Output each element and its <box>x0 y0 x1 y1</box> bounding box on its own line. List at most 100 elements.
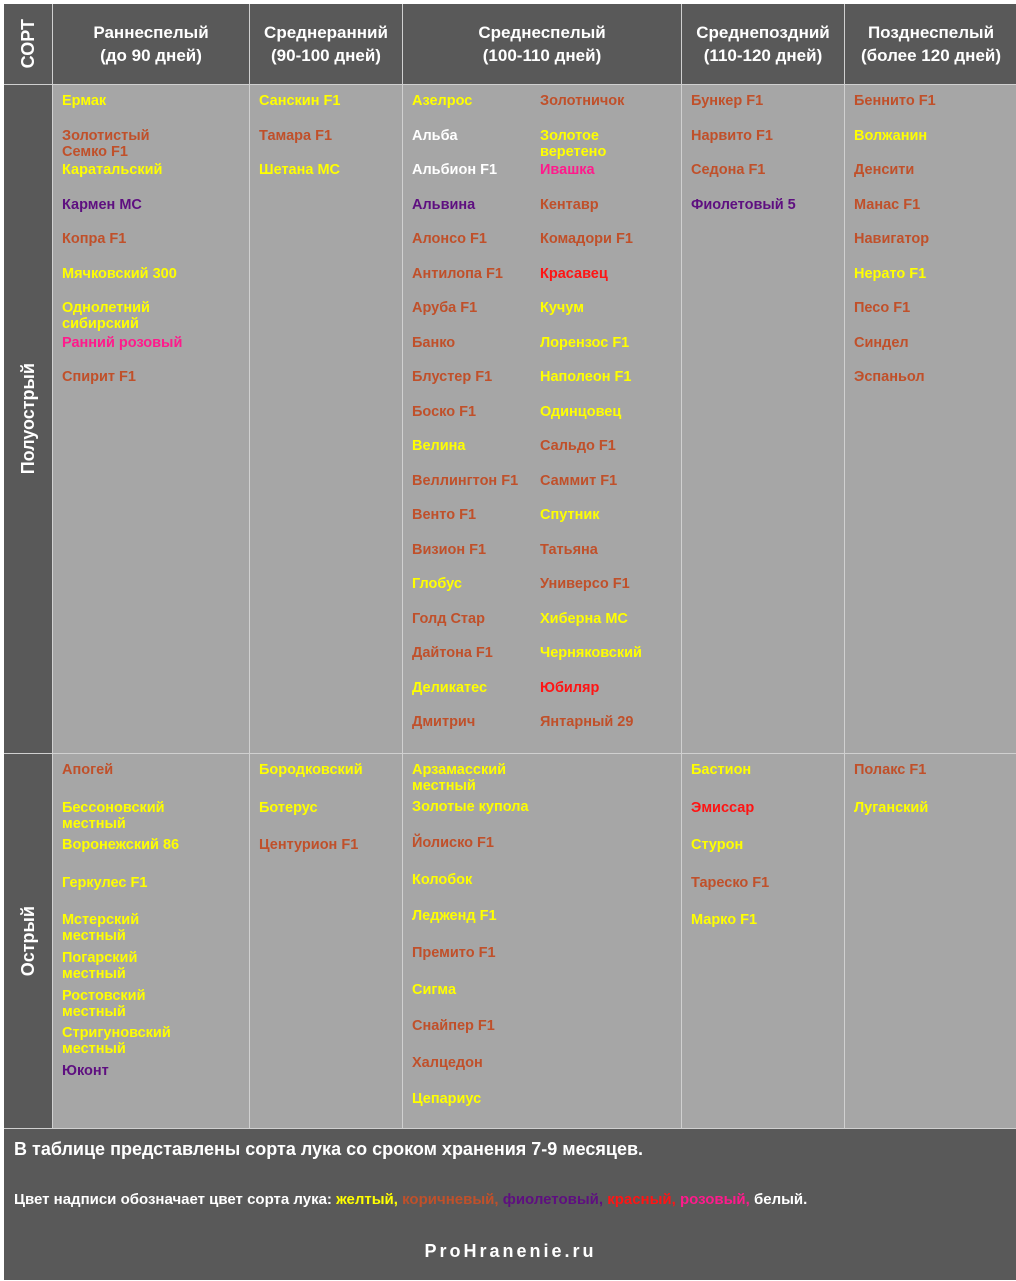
variety: Веллингтон F1 <box>412 472 519 489</box>
variety: Синдел <box>854 334 909 351</box>
sub-column: Бастион Эмиссар Стурон Тареско F1 Марко F1 <box>691 762 819 1128</box>
variety: Голд Стар <box>412 610 485 627</box>
column-name: Среднеспелый <box>478 23 606 42</box>
variety: Блустер F1 <box>412 369 493 385</box>
cell: Арзамасский местный Золотые купола Йолиско… <box>403 754 681 1128</box>
variety: Альбион F1 <box>412 162 498 178</box>
variety: Универсо F1 <box>540 576 630 592</box>
variety: Черняковский <box>540 645 642 661</box>
variety: Лорензос F1 <box>540 334 630 351</box>
variety: Юбиляр <box>540 679 600 696</box>
variety: Беннито F1 <box>854 93 936 109</box>
sub-column: Арзамасский местный Золотые купола Йолиско… <box>412 762 540 1128</box>
variety: Антилопа F1 <box>412 265 503 282</box>
variety: Дайтона F1 <box>412 645 493 661</box>
variety: Апогей <box>62 762 114 778</box>
variety: Татьяна <box>540 541 598 558</box>
legend-item: фиолетовый, <box>502 1191 604 1208</box>
variety: Боско F1 <box>412 403 477 420</box>
column-name: Среднеранний <box>264 23 388 42</box>
variety: Манас F1 <box>854 196 921 213</box>
variety: Геркулес F1 <box>62 874 148 891</box>
variety: Полакс F1 <box>854 762 927 778</box>
variety: Однолетний сибирский <box>62 300 150 332</box>
variety: Хиберна МС <box>540 610 628 627</box>
column-header: Позднеспелый (более 120 дней) <box>845 4 1016 84</box>
variety: Каратальский <box>62 162 163 178</box>
cell: Беннито F1 Волжанин Денсити Манас F1 Навигат… <box>845 85 1016 753</box>
variety: Волжанин <box>854 127 928 144</box>
column-header: Среднеспелый (100-110 дней) <box>403 4 681 84</box>
legend-item: розовый, <box>680 1191 750 1208</box>
column-period: (более 120 дней) <box>860 46 1002 65</box>
row-label: Полуострый <box>17 363 38 475</box>
variety: Ботерус <box>259 799 318 816</box>
variety: Золотистый Семко F1 <box>62 127 150 160</box>
variety: Дмитрич <box>412 714 476 730</box>
variety: Алонсо F1 <box>412 231 487 247</box>
variety: Азелрос <box>412 93 473 109</box>
variety: Сальдо F1 <box>540 438 616 454</box>
variety: Золотые купола <box>412 798 529 815</box>
variety: Красавец <box>540 265 608 282</box>
footer: В таблице представлены сорта лука со сро… <box>4 1129 1016 1280</box>
cell: Полакс F1 Луганский <box>845 754 1016 1128</box>
variety: Мячковский 300 <box>62 265 177 282</box>
column-name: Позднеспелый <box>867 23 995 42</box>
variety: Спутник <box>540 507 600 523</box>
variety: Одинцовец <box>540 403 622 420</box>
variety: Бессоновский местный <box>62 799 165 832</box>
cell: Бункер F1 Нарвито F1 Седона F1 Фиолетовый 5 <box>682 85 844 753</box>
variety: Золотничок <box>540 93 625 109</box>
variety: Ростовский местный <box>62 987 146 1020</box>
variety: Нерато F1 <box>854 265 927 282</box>
sub-column: Полакс F1 Луганский <box>854 762 982 1128</box>
variety: Снайпер F1 <box>412 1018 495 1035</box>
variety: Копра F1 <box>62 231 127 247</box>
sub-column: Бункер F1 Нарвито F1 Седона F1 Фиолетовый 5 <box>691 93 819 753</box>
variety: Бородковский <box>259 762 363 778</box>
variety: Визион F1 <box>412 541 487 558</box>
column-period: (до 90 дней) <box>100 46 202 65</box>
column-header: Среднеранний (90-100 дней) <box>250 4 402 84</box>
variety: Нарвито F1 <box>691 127 773 144</box>
variety: Эмиссар <box>691 799 755 816</box>
variety: Погарский местный <box>62 949 138 982</box>
variety: Цепариус <box>412 1091 482 1108</box>
variety: Деликатес <box>412 679 488 696</box>
column-period: (100-110 дней) <box>482 46 602 65</box>
legend-item: коричневый, <box>402 1191 499 1208</box>
variety: Стурон <box>691 837 744 854</box>
variety: Санскин F1 <box>259 93 341 109</box>
sub-column: Азелрос Альба Альбион F1 Альвина Алонсо F1 Ан… <box>412 93 540 753</box>
variety: Альвина <box>412 196 476 213</box>
variety: Саммит F1 <box>540 472 618 489</box>
cell: Бастион Эмиссар Стурон Тареско F1 Марко F1 <box>682 754 844 1128</box>
variety: Спирит F1 <box>62 369 136 385</box>
variety: Седона F1 <box>691 162 766 178</box>
legend-item: желтый, <box>336 1191 398 1208</box>
cell: Апогей Бессоновский местный Воронежский 86… <box>53 754 249 1128</box>
variety: Марко F1 <box>691 912 758 929</box>
variety: Тареско F1 <box>691 874 770 891</box>
column-period: (110-120 дней) <box>703 46 823 65</box>
sub-column: Ермак Золотистый Семко F1 Каратальский Карм… <box>62 93 190 753</box>
column-name: Среднепоздний <box>696 23 830 42</box>
variety: Эспаньол <box>854 369 925 385</box>
variety: Наполеон F1 <box>540 369 632 385</box>
variety: Глобус <box>412 576 462 592</box>
variety: Навигатор <box>854 231 930 247</box>
variety: Альба <box>412 127 458 144</box>
sub-column: Золотничок Золотое веретено Ивашка Кентавр К… <box>540 93 668 753</box>
variety: Бастион <box>691 762 752 778</box>
variety: Песо F1 <box>854 300 911 316</box>
variety: Центурион F1 <box>259 837 359 854</box>
legend-intro: Цвет надписи обозначает цвет сорта лука: <box>14 1191 332 1208</box>
variety: Кучум <box>540 300 584 316</box>
variety: Арзамасский местный <box>412 762 507 794</box>
corner-header: СОРТ <box>4 4 52 84</box>
variety: Йолиско F1 <box>412 835 494 852</box>
legend-item: белый. <box>753 1191 808 1208</box>
cell: Бородковский Ботерус Центурион F1 <box>250 754 402 1128</box>
